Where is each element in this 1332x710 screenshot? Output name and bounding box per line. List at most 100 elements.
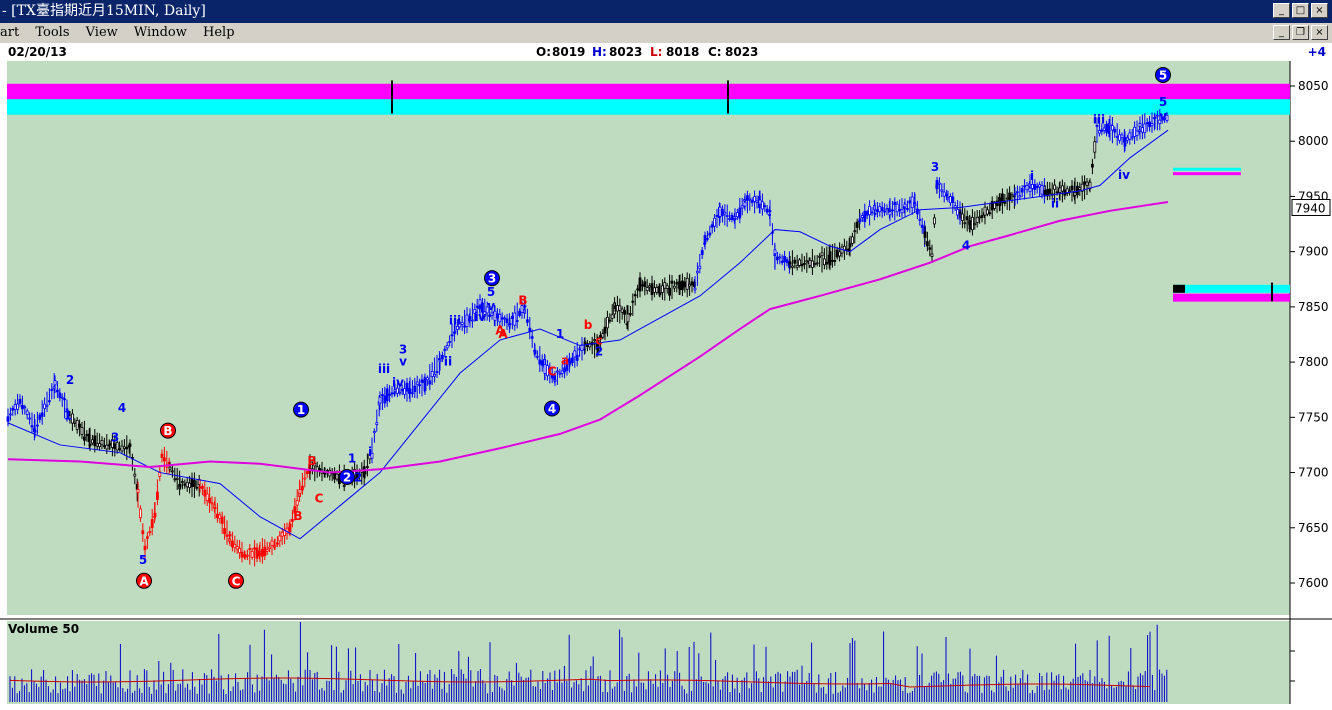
close-button[interactable]: × xyxy=(1311,3,1328,18)
candle-body xyxy=(50,389,54,391)
candle-body xyxy=(255,547,259,559)
menu-view[interactable]: View xyxy=(85,25,118,40)
candle-body xyxy=(568,361,572,365)
candle-body xyxy=(878,205,882,213)
price-panel-bg xyxy=(7,61,1290,615)
menu-help[interactable]: Help xyxy=(203,25,235,40)
candle-body xyxy=(48,400,51,403)
candle-body xyxy=(1001,193,1004,204)
candle-body xyxy=(675,282,679,285)
candle-body xyxy=(1105,124,1108,133)
candle-body xyxy=(318,468,322,471)
candle-body xyxy=(963,222,967,225)
candle-body xyxy=(1028,187,1032,192)
menu-window[interactable]: Window xyxy=(133,25,187,40)
candle-body xyxy=(428,380,432,385)
candle-body xyxy=(670,280,674,284)
candle-body xyxy=(700,250,704,255)
candle-body xyxy=(942,191,946,197)
candle-body xyxy=(25,410,29,415)
volume-panel-label: Volume 50 xyxy=(8,622,79,636)
minimize-button[interactable]: _ xyxy=(1273,3,1290,18)
candle-body xyxy=(813,263,817,266)
candle-body xyxy=(870,211,874,214)
candle-body xyxy=(495,313,499,319)
candle-body xyxy=(1016,191,1019,194)
candle-body xyxy=(1135,130,1139,137)
candle-body xyxy=(540,360,544,366)
candle-body xyxy=(1130,136,1134,139)
candle-body xyxy=(1091,163,1094,168)
candle-body xyxy=(40,412,44,417)
candle-body xyxy=(1040,185,1044,195)
candle-body xyxy=(280,532,284,537)
candle-body xyxy=(603,326,607,334)
wave-label: 1 xyxy=(348,452,356,466)
candle-body xyxy=(861,215,864,218)
candle-body xyxy=(636,288,639,291)
candle-body xyxy=(1023,185,1026,188)
candle-body xyxy=(858,218,862,223)
candle-body xyxy=(1138,123,1142,127)
candle-body xyxy=(128,443,132,447)
candle-body xyxy=(785,259,789,264)
candle-body xyxy=(730,214,734,220)
price-tick-label: 7900 xyxy=(1298,245,1329,259)
candle-body xyxy=(738,207,742,219)
mdi-restore-button[interactable]: ❐ xyxy=(1292,25,1309,40)
candle-body xyxy=(880,207,884,211)
candle-body xyxy=(56,389,59,393)
candle-body xyxy=(357,473,361,476)
candle-body xyxy=(940,189,944,192)
candle-body xyxy=(293,506,297,514)
wave-label: 3 xyxy=(931,160,939,174)
wave-circle-label: 3 xyxy=(488,272,496,286)
candle-body xyxy=(20,404,24,410)
candle-body xyxy=(623,310,626,315)
candle-body xyxy=(413,385,417,393)
candle-body xyxy=(1013,193,1017,196)
candle-body xyxy=(398,391,402,394)
candle-body xyxy=(178,484,182,488)
chart-window[interactable]: 02/20/13 O: 8019 H: 8023 L: 8018 C: 8023… xyxy=(0,43,1332,710)
candle-body xyxy=(665,285,669,289)
candle-body xyxy=(488,314,492,317)
candle-body xyxy=(1065,188,1069,194)
mdi-close-button[interactable]: × xyxy=(1311,25,1328,40)
wave-label: c xyxy=(595,333,602,347)
candle-body xyxy=(380,394,384,397)
candle-body xyxy=(203,489,207,497)
candle-body xyxy=(820,252,824,256)
maximize-button[interactable]: □ xyxy=(1292,3,1309,18)
candle-body xyxy=(835,249,839,258)
price-tick-label: 7800 xyxy=(1298,355,1329,369)
candle-body xyxy=(1070,185,1074,191)
candle-body xyxy=(610,314,614,319)
candle-body xyxy=(663,282,667,289)
candle-body xyxy=(43,403,46,409)
mdi-minimize-button[interactable]: _ xyxy=(1273,25,1290,40)
candle-body xyxy=(1005,197,1009,200)
candle-body xyxy=(1120,134,1124,139)
candle-body xyxy=(450,334,454,337)
wave-circle-label: 5 xyxy=(1159,68,1167,82)
candle-body xyxy=(143,545,147,551)
candle-body xyxy=(843,245,846,251)
candle-body xyxy=(533,349,537,355)
wave-circle-label: A xyxy=(139,574,149,588)
candle-body xyxy=(1141,127,1144,133)
candle-body xyxy=(918,218,922,221)
wave-label: B xyxy=(307,454,316,468)
menu-chart[interactable]: art xyxy=(0,25,20,40)
price-chart[interactable]: 8050800079507900785078007750770076507600… xyxy=(0,43,1332,710)
candle-body xyxy=(613,305,617,309)
candle-body xyxy=(483,311,487,317)
candle-body xyxy=(218,514,222,520)
menu-tools[interactable]: Tools xyxy=(35,25,70,40)
candle-body xyxy=(1126,137,1129,141)
candle-body xyxy=(1111,125,1114,131)
candle-body xyxy=(565,359,569,371)
candle-body xyxy=(876,209,879,213)
wave-label: iv xyxy=(474,310,486,324)
wave-circle-marker xyxy=(484,270,500,287)
